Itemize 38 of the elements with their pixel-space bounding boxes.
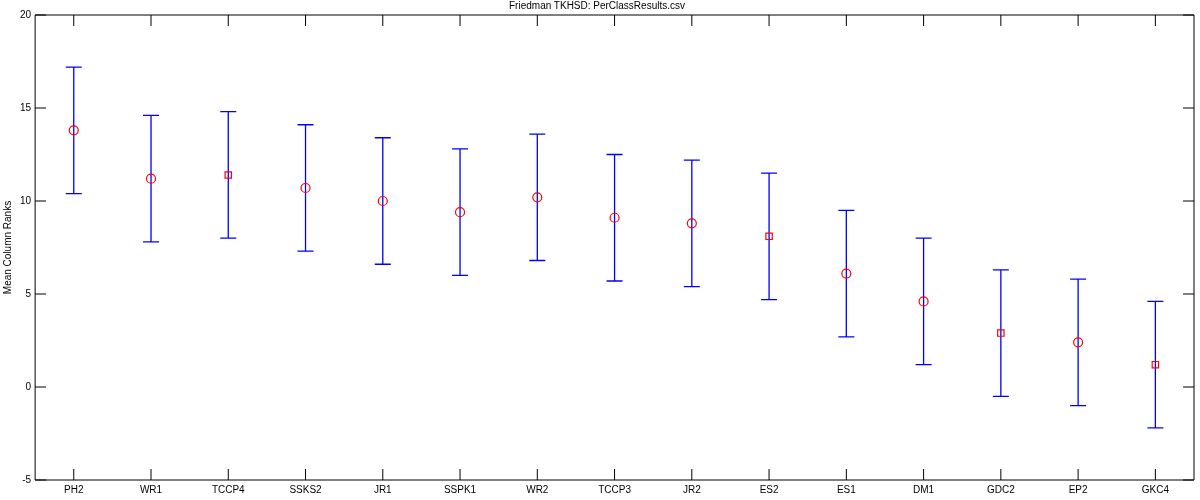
y-tick-label: -5 [22,473,32,485]
x-tick-label: ES1 [836,483,857,495]
point [686,218,697,229]
y-tick-label: 5 [25,287,32,299]
point [997,329,1005,337]
point [224,171,233,179]
chart-title: Friedman TKHSD: PerClassResults.csv [509,0,685,11]
x-tick-label: EP2 [1068,483,1088,495]
x-tick-label: WR2 [526,483,549,495]
x-tick-label: TCCP4 [211,483,246,495]
y-tick-label: 0 [25,380,32,392]
x-tick-label: WR1 [139,483,163,495]
x-tick-label: SSKS2 [289,483,323,495]
y-tick-label: 20 [20,8,32,20]
point [532,192,543,203]
y-tick-label: 15 [20,101,32,113]
point [300,182,311,194]
x-tick-label: SSPK1 [443,483,477,495]
y-tick-label: 10 [20,194,32,206]
point [1073,337,1084,348]
x-tick-label: JR1 [373,483,393,495]
y-axis-title: Mean Column Ranks [1,200,13,295]
point [68,125,79,136]
x-tick-label: DM1 [913,483,935,495]
point [609,212,620,223]
x-tick-label: ES2 [759,483,779,495]
point [454,207,466,218]
x-tick-label: PH2 [64,483,84,495]
x-tick-label: GDC2 [986,483,1016,495]
point [841,268,852,279]
point [918,296,929,307]
x-tick-label: TCCP3 [598,483,632,495]
point [377,195,388,207]
x-tick-label: JR2 [682,483,702,495]
point [145,173,157,184]
point [1151,360,1160,369]
x-tick-label: GKC4 [1141,483,1170,495]
point [765,232,773,241]
